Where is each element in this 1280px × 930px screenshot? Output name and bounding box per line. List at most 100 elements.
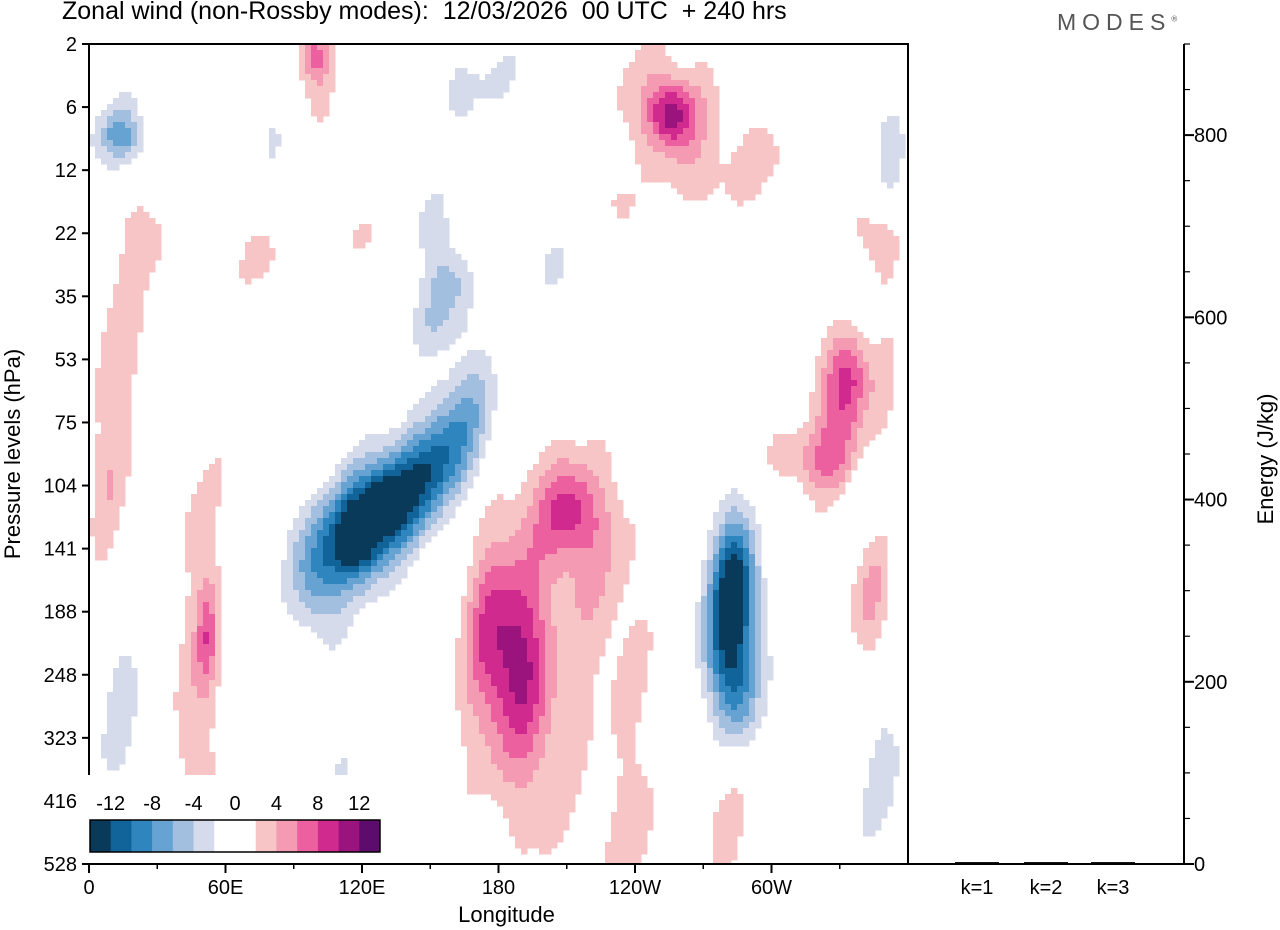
heatmap-cell	[185, 632, 192, 639]
heatmap-cell	[317, 68, 324, 75]
heatmap-cell	[485, 650, 492, 657]
heatmap-cell	[743, 608, 750, 615]
heatmap-cell	[215, 674, 222, 681]
heatmap-cell	[515, 632, 522, 639]
heatmap-cell	[611, 542, 618, 549]
heatmap-cell	[119, 458, 126, 465]
heatmap-cell	[383, 560, 390, 567]
heatmap-cell	[401, 512, 408, 519]
heatmap-cell	[203, 560, 210, 567]
heatmap-cell	[305, 56, 312, 63]
heatmap-cell	[455, 434, 462, 441]
heatmap-cell	[359, 242, 366, 249]
heatmap-cell	[647, 146, 654, 153]
heatmap-cell	[443, 512, 450, 519]
heatmap-cell	[209, 626, 216, 633]
heatmap-cell	[113, 440, 120, 447]
heatmap-cell	[311, 584, 318, 591]
heatmap-cell	[113, 740, 120, 747]
heatmap-cell	[851, 416, 858, 423]
heatmap-cell	[851, 608, 858, 615]
heatmap-cell	[335, 542, 342, 549]
heatmap-cell	[323, 554, 330, 561]
heatmap-cell	[497, 668, 504, 675]
heatmap-cell	[605, 584, 612, 591]
heatmap-cell	[881, 782, 888, 789]
heatmap-cell	[695, 164, 702, 171]
heatmap-cell	[623, 788, 630, 795]
heatmap-cell	[617, 104, 624, 111]
heatmap-cell	[857, 584, 864, 591]
heatmap-cell	[413, 470, 420, 477]
heatmap-cell	[647, 128, 654, 135]
heatmap-cell	[821, 446, 828, 453]
heatmap-cell	[593, 560, 600, 567]
heatmap-cell	[737, 638, 744, 645]
heatmap-cell	[623, 668, 630, 675]
heatmap-cell	[827, 464, 834, 471]
heatmap-cell	[545, 620, 552, 627]
heatmap-cell	[653, 140, 660, 147]
heatmap-cell	[491, 740, 498, 747]
heatmap-cell	[341, 524, 348, 531]
heatmap-cell	[533, 818, 540, 825]
heatmap-cell	[857, 620, 864, 627]
heatmap-cell	[587, 524, 594, 531]
heatmap-cell	[629, 542, 636, 549]
heatmap-cell	[869, 782, 876, 789]
heatmap-cell	[839, 422, 846, 429]
heatmap-cell	[725, 740, 732, 747]
heatmap-cell	[251, 266, 258, 273]
heatmap-cell	[101, 110, 108, 117]
heatmap-cell	[341, 566, 348, 573]
heatmap-cell	[431, 422, 438, 429]
heatmap-cell	[503, 782, 510, 789]
heatmap-cell	[713, 170, 720, 177]
heatmap-cell	[665, 68, 672, 75]
heatmap-cell	[617, 806, 624, 813]
heatmap-cell	[467, 608, 474, 615]
heatmap-cell	[107, 482, 114, 489]
heatmap-cell	[431, 434, 438, 441]
heatmap-cell	[887, 770, 894, 777]
heatmap-cell	[503, 86, 510, 93]
heatmap-cell	[503, 644, 510, 651]
heatmap-cell	[473, 590, 480, 597]
heatmap-cell	[557, 518, 564, 525]
heatmap-cell	[149, 254, 156, 261]
heatmap-cell	[515, 680, 522, 687]
heatmap-cell	[101, 404, 108, 411]
heatmap-cell	[107, 344, 114, 351]
heatmap-cell	[347, 518, 354, 525]
heatmap-cell	[389, 578, 396, 585]
heatmap-cell	[113, 296, 120, 303]
heatmap-cell	[107, 524, 114, 531]
heatmap-cell	[131, 680, 138, 687]
heatmap-cell	[575, 620, 582, 627]
heatmap-cell	[563, 602, 570, 609]
heatmap-cell	[299, 548, 306, 555]
heatmap-cell	[95, 542, 102, 549]
heatmap-cell	[437, 266, 444, 273]
heatmap-cell	[389, 482, 396, 489]
heatmap-cell	[419, 290, 426, 297]
heatmap-cell	[581, 602, 588, 609]
heatmap-cell	[467, 776, 474, 783]
heatmap-cell	[701, 692, 708, 699]
heatmap-cell	[509, 674, 516, 681]
heatmap-cell	[473, 746, 480, 753]
heatmap-cell	[503, 656, 510, 663]
heatmap-cell	[341, 506, 348, 513]
heatmap-cell	[131, 320, 138, 327]
heatmap-cell	[629, 104, 636, 111]
heatmap-cell	[383, 518, 390, 525]
heatmap-cell	[353, 602, 360, 609]
heatmap-cell	[647, 140, 654, 147]
heatmap-cell	[449, 416, 456, 423]
heatmap-cell	[881, 806, 888, 813]
heatmap-cell	[95, 476, 102, 483]
heatmap-cell	[887, 398, 894, 405]
heatmap-cell	[749, 164, 756, 171]
heatmap-cell	[611, 548, 618, 555]
heatmap-cell	[695, 170, 702, 177]
